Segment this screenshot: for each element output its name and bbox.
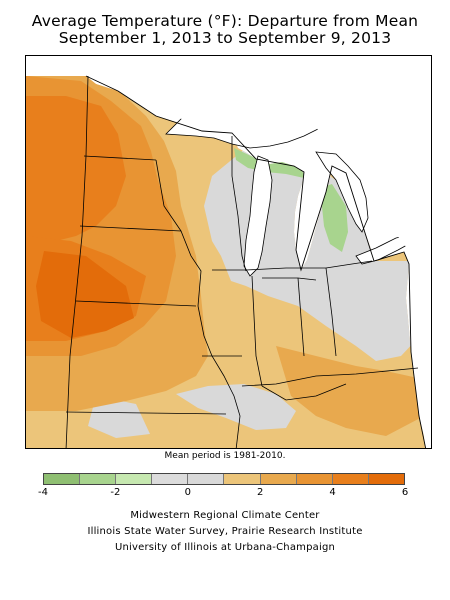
credit-mrcc: Midwestern Regional Climate Center xyxy=(130,510,320,521)
legend-tick-2: 0 xyxy=(184,487,191,498)
legend-bin-7 xyxy=(296,474,333,484)
legend-bin-2 xyxy=(116,474,153,484)
legend-tick-0: -4 xyxy=(38,487,48,498)
legend-ticks: -4 -2 0 2 4 6 xyxy=(38,487,409,501)
legend-bin-0 xyxy=(44,474,81,484)
lake-huron xyxy=(315,151,369,233)
credit-uiuc: University of Illinois at Urbana-Champai… xyxy=(114,542,336,553)
color-legend xyxy=(43,473,405,485)
zone-neutral-ozark xyxy=(88,396,150,438)
map-title: Average Temperature (°F): Departure from… xyxy=(31,12,419,30)
legend-tick-5: 6 xyxy=(401,487,409,498)
zone-warm-5-north xyxy=(26,96,126,241)
ohio-east-area xyxy=(410,256,431,448)
legend-bin-5 xyxy=(224,474,261,484)
lake-michigan xyxy=(243,155,273,277)
canada-area xyxy=(86,56,431,256)
land-outline xyxy=(85,75,427,448)
zone-warm-6 xyxy=(36,251,134,338)
temperature-departure-map xyxy=(25,55,432,449)
state-borders xyxy=(65,75,419,448)
zone-neutral-south xyxy=(176,384,296,430)
map-canvas xyxy=(26,56,431,448)
zone-warm-2-ohio xyxy=(276,346,424,436)
credit-isws: Illinois State Water Survey, Prairie Res… xyxy=(87,526,363,537)
legend-tick-4: 4 xyxy=(329,487,336,498)
mean-period-note: Mean period is 1981-2010. xyxy=(164,451,286,461)
legend-tick-1: -2 xyxy=(110,487,121,498)
legend-tick-3: 2 xyxy=(257,487,264,498)
zone-cool-lower-michigan xyxy=(320,184,348,252)
legend-bin-4 xyxy=(188,474,225,484)
legend-bin-3 xyxy=(152,474,189,484)
map-date-range: September 1, 2013 to September 9, 2013 xyxy=(58,29,392,47)
legend-bin-9 xyxy=(368,474,404,484)
legend-bin-1 xyxy=(80,474,117,484)
water-bodies xyxy=(86,56,431,448)
legend-bin-6 xyxy=(260,474,297,484)
legend-bin-8 xyxy=(332,474,369,484)
